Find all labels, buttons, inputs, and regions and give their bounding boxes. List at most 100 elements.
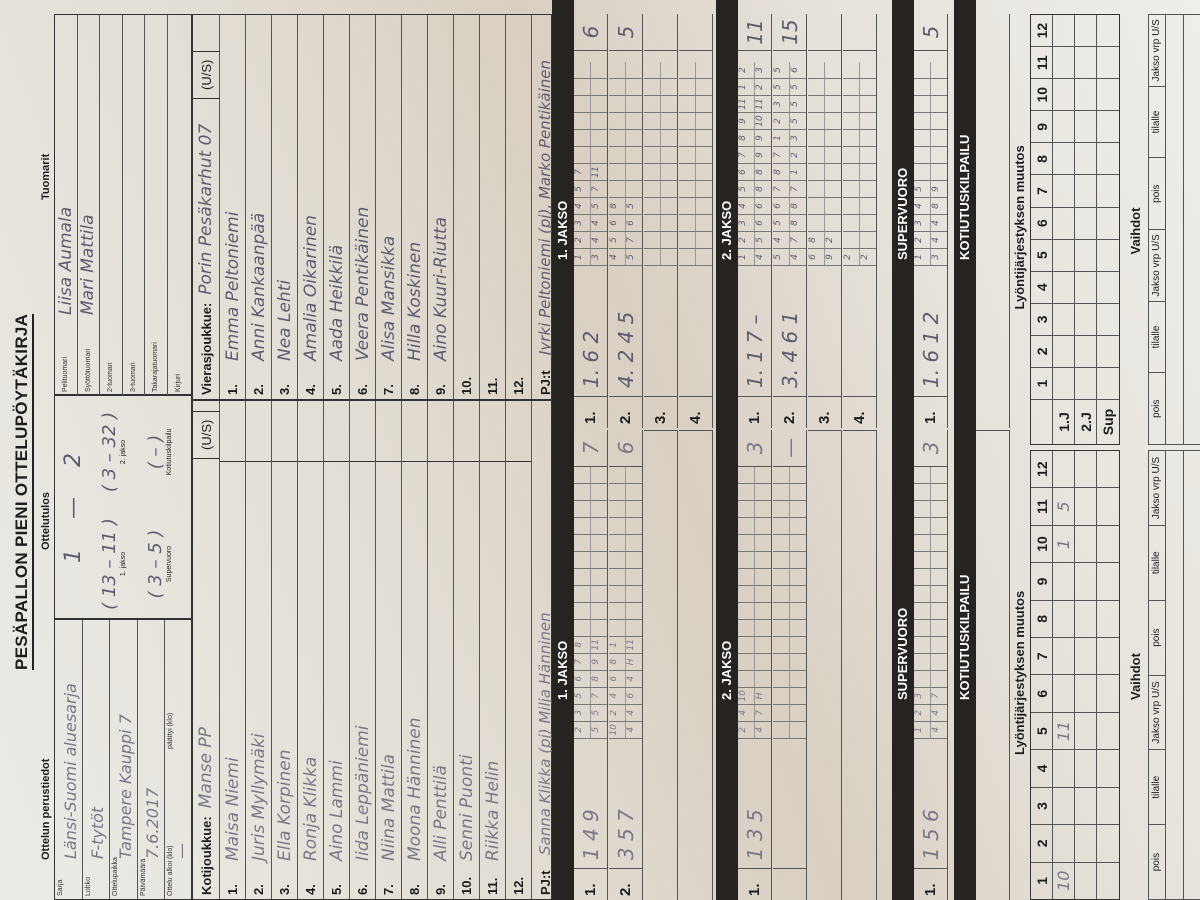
lineup-change-cell[interactable] bbox=[1097, 47, 1119, 80]
run-cell[interactable] bbox=[609, 113, 642, 130]
run-cell[interactable]: 11 11 bbox=[738, 96, 771, 113]
lineup-change-cell[interactable] bbox=[1097, 79, 1119, 112]
field-value[interactable]: Tampere Kauppi 7 bbox=[115, 714, 135, 859]
run-cell[interactable] bbox=[609, 147, 642, 164]
run-cell[interactable] bbox=[644, 79, 677, 96]
us-cell[interactable] bbox=[402, 401, 427, 462]
us-cell[interactable] bbox=[376, 401, 401, 462]
run-cell[interactable] bbox=[843, 79, 876, 96]
inning-row-empty[interactable] bbox=[843, 430, 877, 900]
run-cell[interactable]: 8 11 bbox=[574, 636, 607, 654]
run-cell[interactable] bbox=[644, 147, 677, 164]
lineup-change-cell[interactable] bbox=[1097, 863, 1119, 899]
player-name[interactable]: Amalia Oikarinen bbox=[300, 215, 321, 361]
run-cell[interactable] bbox=[574, 534, 607, 552]
lineup-change-cell[interactable] bbox=[1053, 563, 1074, 601]
player-name[interactable]: Aino Lammi bbox=[326, 760, 347, 861]
player-name[interactable]: Nea Lehti bbox=[274, 279, 295, 361]
player-name[interactable]: Niina Mattila bbox=[378, 753, 399, 861]
run-cell[interactable] bbox=[644, 181, 677, 198]
run-cell[interactable] bbox=[773, 500, 806, 518]
run-cell[interactable] bbox=[843, 181, 876, 198]
run-cell[interactable] bbox=[679, 164, 712, 181]
lineup-change-cell[interactable] bbox=[1053, 825, 1074, 863]
run-cell[interactable] bbox=[773, 602, 806, 620]
run-cell[interactable] bbox=[843, 232, 876, 249]
run-cell[interactable] bbox=[609, 551, 642, 569]
run-cell[interactable]: 9 10 bbox=[738, 113, 771, 130]
run-cell[interactable] bbox=[738, 534, 771, 552]
lineup-change-cell[interactable] bbox=[1053, 367, 1074, 400]
run-cell[interactable] bbox=[843, 113, 876, 130]
run-cell[interactable] bbox=[738, 653, 771, 671]
lineup-entry[interactable]: 1 5 6 bbox=[918, 809, 943, 861]
run-cell[interactable] bbox=[609, 62, 642, 79]
inning-score[interactable]: 11 bbox=[738, 14, 771, 51]
inning-score[interactable]: 7 bbox=[574, 429, 607, 467]
run-cell[interactable] bbox=[574, 500, 607, 518]
run-cell[interactable] bbox=[914, 62, 947, 79]
lineup-change-cell[interactable] bbox=[1053, 175, 1074, 208]
lineup-change-cell[interactable] bbox=[1075, 600, 1096, 639]
run-cell[interactable] bbox=[914, 483, 947, 501]
inning-row-empty[interactable] bbox=[976, 14, 1010, 428]
player-name[interactable]: Riikka Helin bbox=[482, 760, 503, 861]
inning-score[interactable]: 5 bbox=[914, 14, 947, 51]
run-cell[interactable] bbox=[679, 198, 712, 215]
lineup-change-cell[interactable] bbox=[1075, 143, 1096, 176]
run-cell[interactable] bbox=[914, 585, 947, 603]
inning-score[interactable] bbox=[644, 14, 677, 51]
player-name[interactable]: Anni Kankaanpää bbox=[248, 212, 269, 361]
lineup-change-cell[interactable] bbox=[1075, 787, 1096, 826]
player-name[interactable]: Iida Leppäniemi bbox=[352, 725, 373, 861]
run-cell[interactable] bbox=[773, 483, 806, 501]
run-cell[interactable] bbox=[773, 517, 806, 535]
run-cell[interactable] bbox=[679, 62, 712, 79]
lineup-change-cell[interactable] bbox=[1097, 600, 1119, 639]
lineup-change-cell[interactable] bbox=[1097, 712, 1119, 751]
lineup-change-cell[interactable] bbox=[1097, 488, 1119, 526]
player-name[interactable]: Alli Penttilä bbox=[430, 765, 451, 861]
lineup-change-cell[interactable] bbox=[1053, 111, 1074, 144]
lineup-change-cell[interactable]: 11 bbox=[1053, 712, 1074, 751]
run-cell[interactable] bbox=[808, 79, 841, 96]
run-cell[interactable] bbox=[914, 466, 947, 484]
lineup-change-cell[interactable] bbox=[1097, 271, 1119, 304]
run-cell[interactable] bbox=[679, 249, 712, 266]
run-cell[interactable] bbox=[914, 147, 947, 164]
lineup-change-cell[interactable] bbox=[1097, 111, 1119, 144]
us-cell[interactable] bbox=[220, 401, 245, 462]
us-cell[interactable] bbox=[454, 401, 479, 462]
run-cell[interactable] bbox=[574, 466, 607, 484]
inning-score[interactable]: 6 bbox=[609, 429, 642, 467]
us-cell[interactable] bbox=[246, 401, 271, 462]
run-cell[interactable] bbox=[644, 96, 677, 113]
run-cell[interactable] bbox=[609, 619, 642, 637]
us-cell[interactable] bbox=[506, 401, 531, 462]
run-cell[interactable] bbox=[843, 147, 876, 164]
us-cell[interactable] bbox=[350, 401, 375, 462]
lineup-change-cell[interactable]: 10 bbox=[1054, 870, 1073, 891]
lineup-change-cell[interactable] bbox=[1097, 750, 1119, 788]
run-cell[interactable] bbox=[843, 164, 876, 181]
run-cell[interactable]: 10 H bbox=[738, 687, 771, 705]
lineup-entry[interactable]: 3. 4 6 1 bbox=[777, 311, 802, 388]
run-cell[interactable] bbox=[609, 602, 642, 620]
player-name[interactable]: Moona Hänninen bbox=[404, 717, 425, 861]
run-cell[interactable] bbox=[738, 483, 771, 501]
run-cell[interactable] bbox=[808, 198, 841, 215]
player-name[interactable]: Aino Kuuri-Riutta bbox=[430, 216, 451, 361]
run-cell[interactable] bbox=[679, 130, 712, 147]
